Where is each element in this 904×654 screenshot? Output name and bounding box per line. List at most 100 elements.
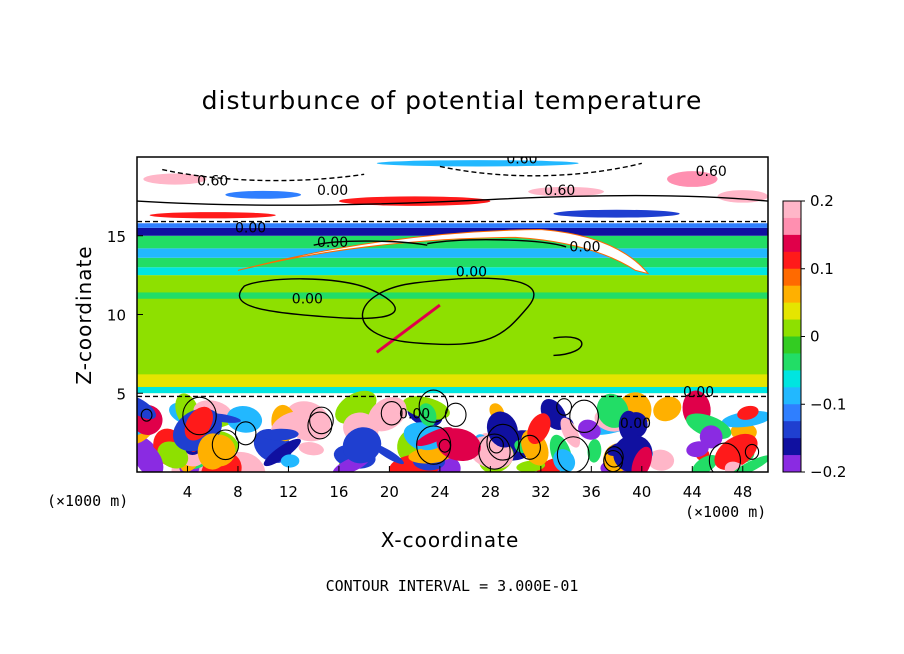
colorbar-segment	[783, 404, 801, 422]
contour-low	[486, 423, 520, 461]
turbulence-blob	[618, 410, 640, 442]
turbulence-blob	[692, 455, 718, 472]
x-tick-label: 48	[733, 483, 752, 501]
contour-label: 0.00	[292, 291, 323, 307]
contour-low	[478, 433, 511, 470]
y-tick-label: 5	[116, 385, 126, 403]
contour-low	[518, 434, 541, 460]
colorbar-segment	[783, 319, 801, 337]
x-tick-label: 36	[582, 483, 601, 501]
colorbar-tick-label: 0.1	[810, 260, 834, 278]
x-unit-label-left: (×1000 m)	[47, 492, 129, 510]
turbulence-blob	[647, 449, 675, 471]
contour-low	[211, 429, 240, 461]
contour-mid-2	[361, 277, 535, 346]
field-band-7	[137, 292, 768, 299]
turbulence-blob	[197, 433, 228, 470]
upper-streak	[376, 160, 579, 167]
x-tick-label: 4	[183, 483, 193, 501]
field-band-1	[137, 267, 768, 276]
contour-low	[556, 398, 573, 416]
x-tick-label: 40	[632, 483, 651, 501]
diagonal-streak	[375, 303, 441, 354]
colorbar-segment	[783, 455, 801, 473]
turbulence-blob	[298, 442, 324, 456]
contour-label: 0.00	[317, 183, 348, 199]
y-tick-label: 10	[107, 307, 126, 325]
contour-label: 0.00	[235, 221, 266, 237]
turbulence-blob	[730, 455, 768, 472]
colorbar-segment	[783, 370, 801, 388]
turbulence-blob	[578, 419, 601, 440]
contour-strat-3	[439, 162, 642, 177]
upper-streak	[528, 186, 604, 197]
upper-streak	[225, 190, 302, 199]
contour-upper-2	[427, 239, 567, 248]
contour-low	[380, 401, 403, 426]
colorbar-segment	[783, 268, 801, 287]
turbulence-blob	[280, 454, 300, 468]
tropopause-tongue	[237, 228, 650, 275]
x-tick-label: 44	[683, 483, 702, 501]
turbulence-blob	[553, 449, 576, 472]
turbulence-blob	[653, 396, 682, 422]
x-tick-label: 24	[430, 483, 449, 501]
contour-low	[418, 389, 449, 423]
contour-label: 0.60	[696, 164, 727, 180]
colorbar-segment	[783, 217, 801, 236]
contour-low	[604, 446, 624, 468]
colorbar-tick-label: 0.2	[810, 192, 834, 210]
turbulence-blob	[737, 405, 759, 420]
turbulence-blob	[137, 442, 164, 472]
turbulence-blob	[342, 427, 382, 464]
x-tick-label: 16	[329, 483, 348, 501]
field-band-5	[137, 227, 768, 236]
colorbar-segment	[783, 336, 801, 354]
colorbar-segment	[783, 421, 801, 439]
upper-streak	[149, 212, 276, 219]
colorbar-segment	[783, 387, 801, 405]
contour-low	[744, 443, 760, 460]
contour-label: 0.60	[506, 151, 537, 167]
contour-low	[140, 408, 153, 422]
contour-mid-3	[553, 336, 583, 357]
turbulence-blob	[486, 411, 518, 448]
upper-streak	[143, 173, 207, 185]
contour-interval-note: CONTOUR INTERVAL = 3.000E-01	[325, 577, 579, 595]
turbulence-blob	[699, 425, 723, 449]
colorbar-segment	[783, 353, 801, 371]
chart-title: disturbunce of potential temperature	[201, 86, 703, 115]
x-tick-label: 12	[279, 483, 298, 501]
contour-low	[488, 436, 504, 454]
colorbar-segment	[783, 234, 801, 253]
field-band-3	[137, 248, 768, 258]
x-tick-label: 32	[531, 483, 550, 501]
colorbar-segment	[783, 302, 801, 321]
turbulence-blob	[436, 428, 481, 462]
x-axis-label: X-coordinate	[380, 528, 520, 552]
contour-label: 0.00	[399, 406, 430, 422]
contour-label: 0.60	[197, 173, 228, 189]
colorbar-segment	[783, 251, 801, 270]
turbulence-blob	[587, 439, 602, 463]
contour-low	[309, 406, 334, 435]
upper-streak	[553, 209, 680, 218]
field-band-8	[137, 386, 768, 394]
turbulence-blob	[261, 428, 299, 441]
x-unit-label-right: (×1000 m)	[685, 503, 767, 521]
field-band-6	[137, 223, 768, 228]
contour-low	[569, 399, 600, 434]
upper-streak	[667, 171, 718, 187]
contour-low	[708, 442, 742, 472]
contour-low	[234, 421, 257, 446]
contour-label: 0.00	[620, 416, 651, 432]
contour-mid-1	[238, 278, 396, 320]
y-tick-label: 15	[107, 228, 126, 246]
contour-label: 0.00	[569, 240, 600, 256]
x-tick-label: 8	[233, 483, 243, 501]
field-band-2	[137, 257, 768, 268]
x-tick-label: 20	[380, 483, 399, 501]
contour-upper-1	[313, 240, 428, 246]
field-band-9	[137, 374, 768, 387]
